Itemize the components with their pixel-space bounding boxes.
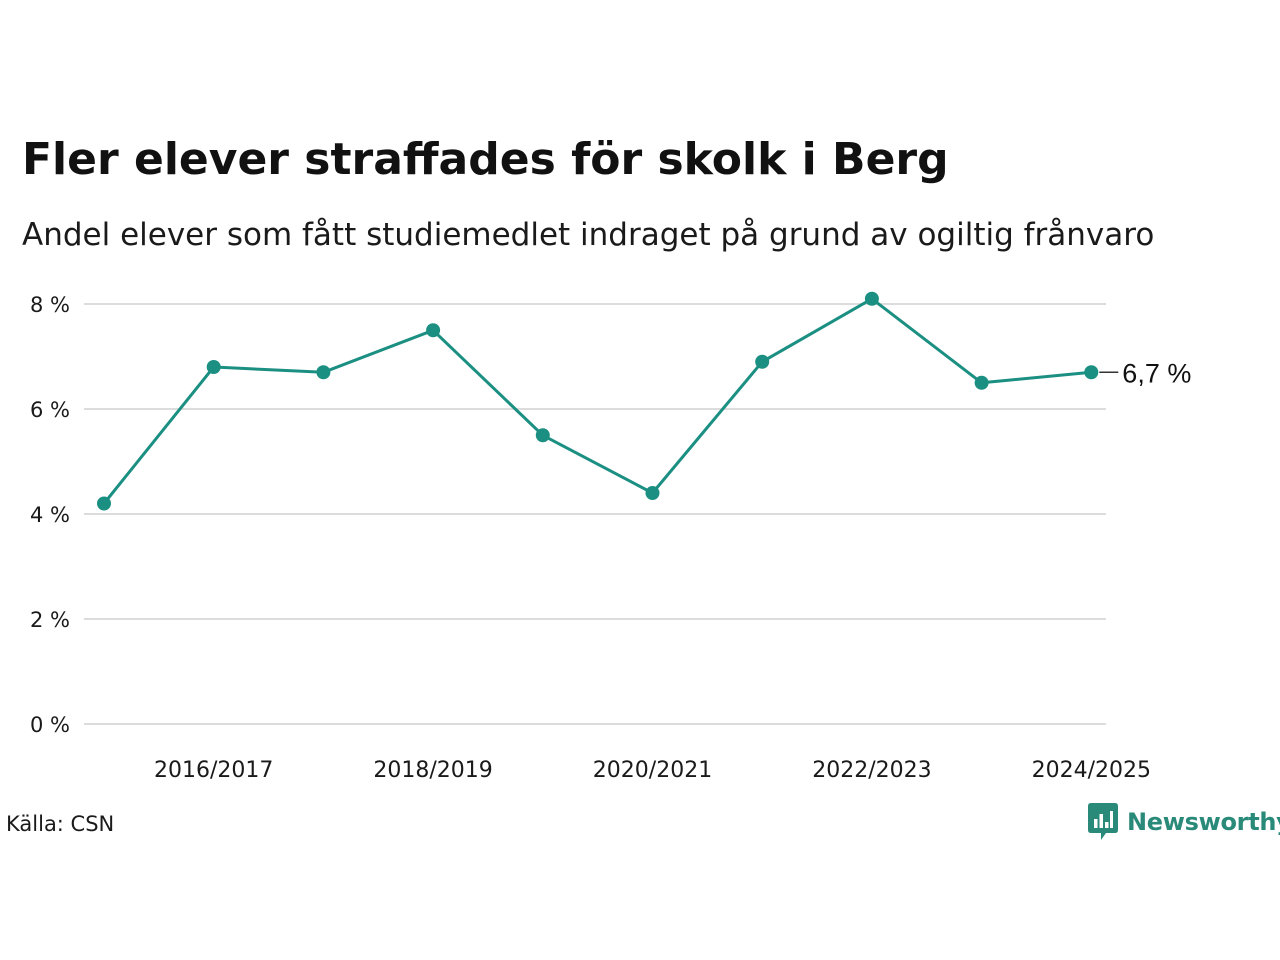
data-point bbox=[535, 428, 550, 443]
y-axis-labels: 0 % 2 % 4 % 6 % 8 % bbox=[30, 293, 70, 737]
source-note: Källa: CSN bbox=[6, 812, 115, 836]
y-tick-label: 0 % bbox=[30, 713, 70, 737]
newsworthy-logo: Newsworthy bbox=[1088, 803, 1280, 841]
chart-subtitle: Andel elever som fått studiemedlet indra… bbox=[22, 217, 1155, 253]
y-tick-label: 2 % bbox=[30, 608, 70, 632]
data-point bbox=[316, 365, 331, 380]
y-tick-label: 4 % bbox=[30, 503, 70, 527]
data-point bbox=[864, 291, 879, 306]
y-tick-label: 8 % bbox=[30, 293, 70, 317]
x-axis-labels: 2016/2017 2018/2019 2020/2021 2022/2023 2024… bbox=[154, 758, 1151, 783]
x-tick-label: 2024/2025 bbox=[1032, 758, 1151, 783]
brand-name: Newsworthy bbox=[1127, 808, 1280, 836]
x-tick-label: 2020/2021 bbox=[593, 758, 712, 783]
x-tick-label: 2016/2017 bbox=[154, 758, 273, 783]
newsworthy-logo-icon bbox=[1088, 803, 1118, 840]
series-line-group bbox=[102, 297, 1093, 505]
data-point bbox=[645, 486, 660, 500]
data-point bbox=[206, 360, 221, 374]
data-point bbox=[755, 354, 770, 369]
data-point bbox=[97, 496, 111, 511]
grid-lines bbox=[84, 303, 1106, 725]
data-point bbox=[1084, 365, 1099, 380]
data-point bbox=[426, 323, 441, 338]
series-line bbox=[102, 297, 1093, 505]
x-tick-label: 2018/2019 bbox=[373, 758, 492, 783]
end-value-annotation: 6,7 % bbox=[1099, 358, 1191, 388]
x-tick-label: 2022/2023 bbox=[812, 758, 931, 783]
end-value-label: 6,7 % bbox=[1122, 358, 1191, 388]
data-points bbox=[97, 291, 1099, 511]
chart-title: Fler elever straffades för skolk i Berg bbox=[22, 134, 949, 185]
y-tick-label: 6 % bbox=[30, 398, 70, 422]
data-point bbox=[974, 375, 989, 390]
